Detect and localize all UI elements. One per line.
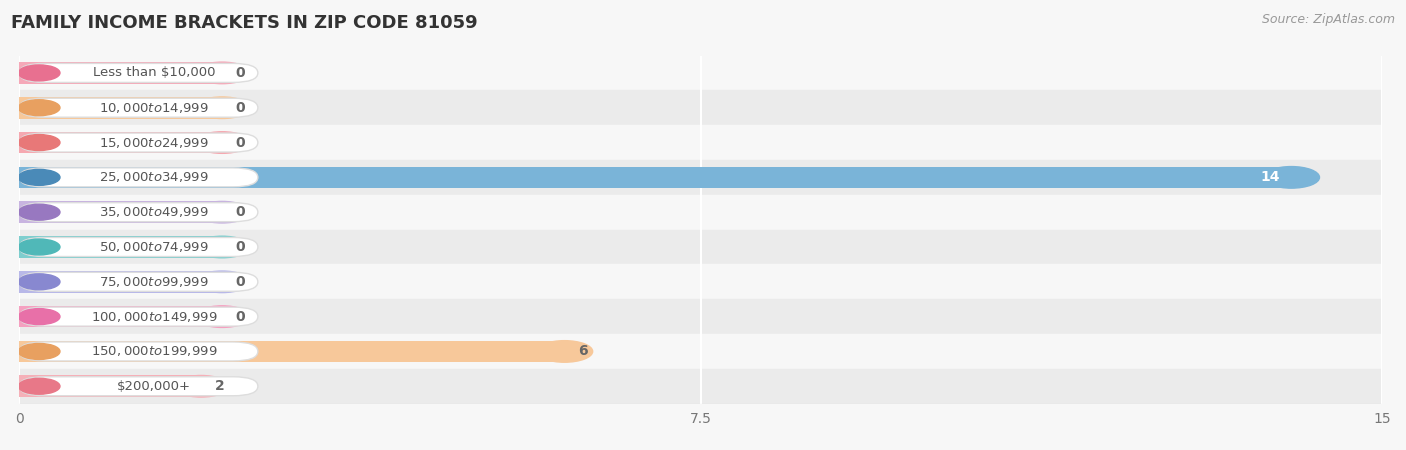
Text: Less than $10,000: Less than $10,000: [93, 67, 215, 79]
Text: $100,000 to $149,999: $100,000 to $149,999: [90, 310, 217, 324]
Circle shape: [1263, 166, 1319, 188]
Circle shape: [18, 65, 60, 81]
Circle shape: [194, 236, 250, 258]
FancyBboxPatch shape: [20, 133, 257, 152]
Text: $25,000 to $34,999: $25,000 to $34,999: [98, 171, 208, 184]
Circle shape: [18, 378, 60, 394]
FancyBboxPatch shape: [20, 307, 257, 326]
Bar: [20, 306, 222, 328]
Text: FAMILY INCOME BRACKETS IN ZIP CODE 81059: FAMILY INCOME BRACKETS IN ZIP CODE 81059: [11, 14, 478, 32]
Circle shape: [18, 274, 60, 290]
Circle shape: [173, 375, 229, 397]
Text: $200,000+: $200,000+: [117, 380, 191, 393]
Bar: [20, 230, 1382, 265]
Bar: [20, 265, 1382, 299]
Text: $75,000 to $99,999: $75,000 to $99,999: [98, 275, 208, 289]
Text: $15,000 to $24,999: $15,000 to $24,999: [98, 135, 208, 149]
Circle shape: [194, 97, 250, 118]
FancyBboxPatch shape: [20, 168, 257, 187]
Bar: [20, 299, 1382, 334]
Circle shape: [194, 62, 250, 84]
Bar: [20, 125, 1382, 160]
Bar: [20, 132, 222, 153]
Bar: [20, 55, 1382, 90]
FancyBboxPatch shape: [20, 272, 257, 291]
Text: $10,000 to $14,999: $10,000 to $14,999: [98, 101, 208, 115]
Circle shape: [18, 239, 60, 255]
FancyBboxPatch shape: [20, 202, 257, 222]
FancyBboxPatch shape: [20, 377, 257, 396]
Circle shape: [18, 100, 60, 116]
Circle shape: [194, 202, 250, 223]
FancyBboxPatch shape: [20, 63, 257, 82]
Bar: [20, 369, 1382, 404]
Circle shape: [18, 204, 60, 220]
Circle shape: [194, 306, 250, 328]
Circle shape: [194, 132, 250, 153]
Text: 0: 0: [236, 101, 245, 115]
Text: 0: 0: [236, 135, 245, 149]
Bar: [20, 236, 222, 258]
Bar: [20, 202, 222, 223]
Circle shape: [194, 271, 250, 292]
Bar: [20, 62, 222, 84]
Bar: [20, 375, 201, 397]
Bar: [20, 334, 1382, 369]
Bar: [20, 90, 1382, 125]
Text: Source: ZipAtlas.com: Source: ZipAtlas.com: [1261, 14, 1395, 27]
Text: 6: 6: [578, 344, 588, 359]
Circle shape: [18, 343, 60, 360]
Bar: [20, 341, 564, 362]
FancyBboxPatch shape: [20, 238, 257, 256]
Bar: [20, 195, 1382, 230]
Text: $50,000 to $74,999: $50,000 to $74,999: [98, 240, 208, 254]
Bar: [20, 97, 222, 118]
FancyBboxPatch shape: [20, 342, 257, 361]
Bar: [20, 271, 222, 292]
Text: 0: 0: [236, 310, 245, 324]
Text: 0: 0: [236, 66, 245, 80]
Bar: [20, 160, 1382, 195]
FancyBboxPatch shape: [20, 98, 257, 117]
Text: $35,000 to $49,999: $35,000 to $49,999: [98, 205, 208, 219]
Text: 0: 0: [236, 275, 245, 289]
Circle shape: [18, 135, 60, 150]
Text: 14: 14: [1261, 171, 1281, 184]
Circle shape: [536, 341, 593, 362]
Bar: [20, 166, 1291, 188]
Text: 0: 0: [236, 205, 245, 219]
Circle shape: [18, 309, 60, 324]
Text: 2: 2: [215, 379, 225, 393]
Text: 0: 0: [236, 240, 245, 254]
Circle shape: [18, 169, 60, 185]
Text: $150,000 to $199,999: $150,000 to $199,999: [90, 344, 217, 359]
